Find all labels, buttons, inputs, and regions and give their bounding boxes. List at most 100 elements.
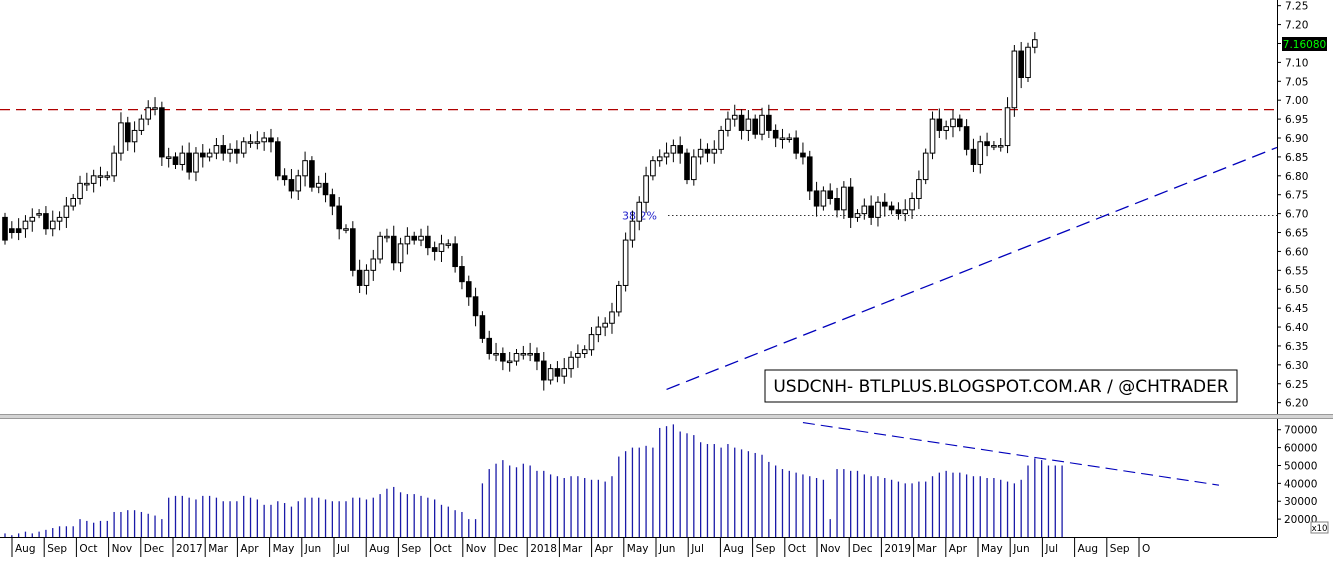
candle-body-up	[670, 145, 677, 154]
watermark-box	[764, 369, 1238, 403]
candle	[718, 125, 724, 154]
candle-body-down	[984, 141, 990, 147]
candle	[295, 169, 302, 201]
candle-body-down	[390, 235, 397, 264]
candle	[350, 221, 356, 277]
volume-tick-label: 50000	[1284, 460, 1317, 472]
price-tick-label: 6.25	[1285, 379, 1308, 391]
price-tick-label: 6.20	[1285, 398, 1308, 410]
candle	[1018, 41, 1024, 89]
candle	[261, 131, 267, 151]
candle	[997, 138, 1004, 152]
price-tick-label: 7.20	[1285, 20, 1308, 32]
candle	[752, 114, 759, 139]
candle	[43, 206, 49, 235]
candle	[854, 209, 861, 222]
candle-body-down	[834, 197, 840, 211]
candle	[656, 149, 663, 167]
candle	[991, 141, 997, 151]
candle	[588, 327, 595, 356]
candle-body-up	[493, 353, 499, 356]
candle	[179, 145, 186, 171]
candle	[384, 228, 390, 243]
candle-body-up	[609, 311, 615, 324]
candle	[725, 111, 731, 137]
month-ticks: Aug Sep Oct Nov Dec 2017 Mar Apr May Jun Jul Aug Sep…	[11, 537, 1150, 557]
candle-body-down	[2, 216, 8, 241]
candle	[888, 201, 895, 215]
candle	[786, 133, 793, 143]
candle-body-up	[588, 334, 595, 351]
candle	[936, 108, 943, 138]
candle-body-up	[977, 141, 984, 165]
volume-ticks: 70000 60000 50000 40000 30000 20000	[1277, 425, 1317, 526]
candle	[766, 104, 772, 138]
watermark-text: USDCNH- BTLPLUS.BLOGSPOT.COM.AR / @CHTRA…	[773, 377, 1228, 397]
candle-body-down	[234, 148, 240, 154]
candle	[118, 112, 124, 161]
candle-body-down	[957, 118, 963, 128]
candle	[247, 134, 254, 148]
candle-body-up	[943, 126, 949, 131]
candle-body-up	[111, 152, 117, 177]
candle-body-up	[118, 122, 124, 154]
month-label: Dec	[498, 543, 519, 555]
candle	[431, 241, 438, 261]
candle-body-up	[854, 213, 861, 218]
candle	[131, 121, 138, 153]
candle-body-up	[302, 160, 308, 177]
month-label: Jun	[658, 543, 675, 555]
price-tick-label: 6.40	[1285, 322, 1308, 334]
candle	[159, 101, 165, 166]
candle-body-up	[22, 220, 29, 230]
candle	[984, 132, 990, 157]
candle-body-up	[56, 216, 63, 222]
candle-body-down	[847, 186, 854, 218]
candle-body-up	[152, 107, 158, 110]
candle-body-up	[418, 235, 424, 241]
candle	[22, 215, 29, 238]
candle	[977, 135, 984, 174]
candle-body-up	[206, 152, 213, 158]
candle	[875, 196, 881, 227]
candle	[97, 166, 104, 187]
candle	[922, 148, 929, 185]
candle-body-down	[159, 107, 165, 158]
candle	[506, 351, 513, 372]
candle	[1025, 42, 1031, 83]
candle-body-up	[929, 118, 936, 154]
candle-body-up	[138, 118, 145, 131]
price-tick-label: 6.60	[1285, 246, 1308, 258]
candle	[929, 111, 936, 160]
month-label: Jul	[336, 543, 350, 555]
candle	[186, 142, 192, 180]
candle-body-up	[63, 205, 70, 218]
candle-body-down	[738, 114, 745, 131]
candle-body-up	[247, 141, 254, 144]
candle	[425, 225, 431, 256]
candle-body-down	[322, 182, 329, 196]
month-label: Sep	[401, 543, 421, 555]
month-label: Nov	[112, 543, 133, 555]
candle	[472, 287, 479, 327]
candle-body-down	[336, 205, 342, 230]
candles	[2, 32, 1038, 391]
candle-body-down	[554, 368, 561, 377]
candle-body-up	[343, 228, 349, 231]
candle-body-down	[459, 266, 465, 283]
candle	[881, 193, 888, 217]
candle	[602, 317, 608, 337]
current-price-badge	[1282, 37, 1327, 51]
candle-body-up	[575, 353, 581, 358]
candle	[397, 237, 404, 272]
month-label: Dec	[852, 543, 873, 555]
candle-body-up	[561, 368, 568, 377]
candle	[172, 152, 179, 170]
candle	[104, 171, 111, 181]
candle	[213, 138, 220, 160]
month-label: Apr	[240, 543, 259, 555]
candle-body-down	[677, 145, 683, 154]
price-tick-label: 7.25	[1285, 1, 1308, 13]
candle	[670, 139, 677, 163]
candle	[527, 342, 533, 362]
